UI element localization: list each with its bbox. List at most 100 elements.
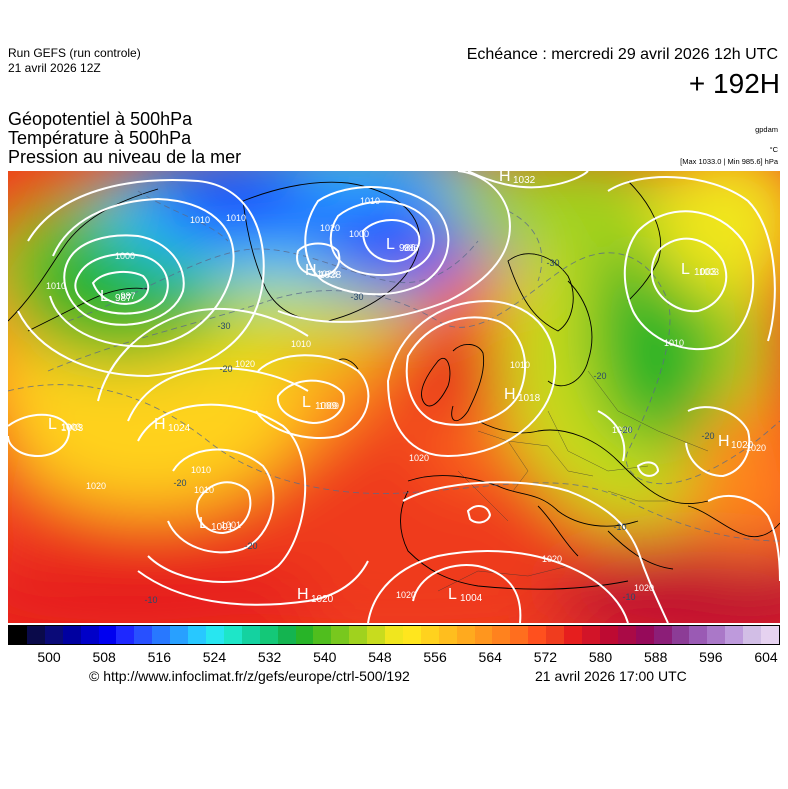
colorbar-tick-label: 564 <box>478 649 502 665</box>
colorbar-swatch <box>582 626 600 644</box>
isobar-labels: 1010 1000 987 1010 1020 1028 1010 1000 9… <box>46 196 766 600</box>
svg-text:986: 986 <box>399 243 416 254</box>
svg-text:987: 987 <box>115 293 132 304</box>
isobar-label: 1010 <box>46 281 66 291</box>
colorbar-swatch <box>331 626 350 644</box>
colorbar-swatch <box>62 626 81 644</box>
svg-text:H: H <box>499 171 511 185</box>
isotherm-label: -20 <box>173 478 186 488</box>
svg-text:1028: 1028 <box>319 270 342 281</box>
colorbar-swatch <box>671 626 690 644</box>
isobar-label: 1010 <box>190 215 210 225</box>
low-center: L 1001 <box>199 515 234 533</box>
svg-text:H: H <box>154 416 166 433</box>
colorbar-swatch <box>134 626 153 644</box>
isobar-label: 1020 <box>235 359 255 369</box>
low-center: L 1003 <box>681 261 717 278</box>
colorbar-swatch <box>420 626 439 644</box>
colorbar-swatch <box>241 626 260 644</box>
colorbar-swatch <box>152 626 171 644</box>
pressure-centers: L 987 H 1028 L 986 H 1032 L 1003 L 1003 H 1024 … <box>48 171 754 605</box>
high-center: H 1028 <box>305 262 342 281</box>
colorbar-tick-label: 596 <box>699 649 723 665</box>
colorbar-tick-label: 572 <box>533 649 558 665</box>
colorbar-swatch <box>653 626 672 644</box>
colorbar-swatch <box>188 626 206 644</box>
low-center: L 987 <box>100 288 132 305</box>
svg-text:1020: 1020 <box>311 594 334 605</box>
isobar-label: 1010 <box>226 213 246 223</box>
isotherm-label: -10 <box>613 522 626 532</box>
high-center: H 1032 <box>499 171 536 186</box>
isotherm-label: -20 <box>244 541 257 551</box>
isotherm-labels: -30 -30 -30 -20 -20 -20 -20 -20 -10 -10 … <box>144 258 714 605</box>
isobar-label: 1001 <box>221 520 241 530</box>
isobar-label: 1003 <box>61 422 81 432</box>
colorbar-swatch <box>635 626 654 644</box>
colorbar-swatch <box>564 626 582 644</box>
valid-time: Echéance : mercredi 29 avril 2026 12h UT… <box>466 46 778 63</box>
run-name: Run GEFS (run controle) <box>8 46 141 60</box>
isobar-label: 1010 <box>291 339 311 349</box>
colorbar-swatch <box>385 626 403 644</box>
isobar-label: 1020 <box>746 443 766 453</box>
svg-text:1003: 1003 <box>61 423 84 434</box>
colorbar-tick-label: 548 <box>368 649 392 665</box>
colorbar-swatch <box>44 626 63 644</box>
colorbar-swatch <box>528 626 547 644</box>
colorbar-tick-label: 604 <box>754 649 778 665</box>
isobar-label: 986 <box>403 243 418 253</box>
colorbar-tick-label: 500 <box>37 649 61 665</box>
isobar-label: 1020 <box>634 583 654 593</box>
svg-text:1009: 1009 <box>315 401 338 412</box>
colorbar-swatch <box>98 626 117 644</box>
svg-text:1032: 1032 <box>513 175 536 186</box>
low-center: L 986 <box>386 236 416 254</box>
svg-text:L: L <box>302 394 311 411</box>
colorbar-swatch <box>402 626 421 644</box>
svg-text:1024: 1024 <box>168 423 191 434</box>
parameter-pressure: Pression au niveau de la mer <box>8 147 242 167</box>
colorbar-tick-label: 556 <box>423 649 447 665</box>
isobar-label: 1009 <box>319 401 339 411</box>
colorbar-swatch <box>277 626 296 644</box>
weather-map-svg: 1010 1000 987 1010 1020 1028 1010 1000 9… <box>8 171 780 623</box>
isobar-label: 1000 <box>349 229 369 239</box>
colorbar-swatch <box>349 626 368 644</box>
source-url: © http://www.infoclimat.fr/z/gefs/europe… <box>89 668 410 684</box>
colorbar-swatch <box>80 626 99 644</box>
svg-text:L: L <box>681 261 690 278</box>
colorbar-tick-label: 580 <box>588 649 613 665</box>
svg-text:L: L <box>386 236 395 253</box>
svg-text:L: L <box>199 515 208 532</box>
isobar-label: 1020 <box>320 223 340 233</box>
high-center: H 1018 <box>504 386 541 404</box>
colorbar-tick-label: 508 <box>92 649 116 665</box>
svg-text:H: H <box>504 386 516 403</box>
colorbar-swatch <box>474 626 493 644</box>
svg-text:H: H <box>718 433 730 450</box>
isotherm-label: -30 <box>546 258 559 268</box>
colorbar-tick-label: 588 <box>644 649 668 665</box>
coastlines <box>8 180 780 590</box>
isobar-label: 1003 <box>699 267 719 277</box>
svg-text:H: H <box>305 262 317 279</box>
isobar-label: 1020 <box>612 425 632 435</box>
high-center: H 1020 <box>718 433 754 451</box>
colorbar-swatch <box>9 626 27 644</box>
colorbar-swatch <box>617 626 636 644</box>
colorbar-swatch <box>546 626 565 644</box>
isobar-label: 1000 <box>115 251 135 261</box>
isobar-label: 1010 <box>664 338 684 348</box>
svg-text:1001: 1001 <box>211 522 234 533</box>
isotherm-label: -30 <box>350 292 363 302</box>
colorbar-swatch <box>26 626 45 644</box>
svg-text:1004: 1004 <box>460 593 483 604</box>
unit-geopotential: gpdam <box>755 125 778 134</box>
svg-text:1003: 1003 <box>694 267 717 278</box>
colorbar-swatch <box>492 626 511 644</box>
isobar-label: 1010 <box>194 485 214 495</box>
lead-time: + 192H <box>688 68 780 99</box>
generated-date: 21 avril 2026 17:00 UTC <box>535 668 687 684</box>
colorbar-swatch <box>725 626 744 644</box>
